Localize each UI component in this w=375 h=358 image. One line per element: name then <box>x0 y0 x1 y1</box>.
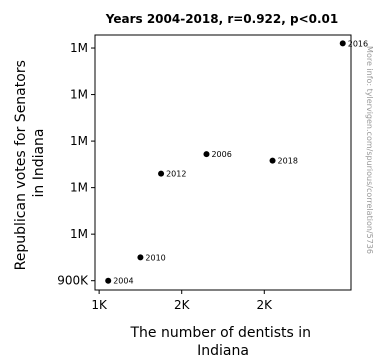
y-tick-label: 1M <box>70 134 88 148</box>
x-axis-label-line-2: Indiana <box>197 343 249 358</box>
x-axis-label-line-1: The number of dentists in <box>129 325 311 341</box>
chart-title: Years 2004-2018, r=0.922, p<0.01 <box>105 12 339 26</box>
x-tick-label: 2K <box>257 298 274 312</box>
x-tick-label: 2K <box>174 298 191 312</box>
data-point-label: 2010 <box>145 253 165 262</box>
data-point <box>158 170 165 177</box>
data-point <box>105 277 112 284</box>
y-axis-label: Republican votes for Senators in Indiana <box>13 56 47 271</box>
data-point-label: 2006 <box>211 150 231 159</box>
x-axis-label: The number of dentists in Indiana <box>129 325 315 358</box>
data-point-label: 2016 <box>348 39 368 48</box>
y-axis: 900K 1M 1M 1M 1M 1M <box>57 41 95 288</box>
y-axis-label-line-2: in Indiana <box>31 128 47 197</box>
data-point <box>203 151 210 158</box>
data-point-label: 2012 <box>166 170 186 179</box>
y-tick-label: 1M <box>70 227 88 241</box>
y-tick-label: 1M <box>70 41 88 55</box>
data-points: 2004 2010 2012 2006 2018 2016 <box>105 39 368 286</box>
data-point <box>339 40 346 47</box>
y-tick-label: 1M <box>70 88 88 102</box>
x-axis: 1K 2K 2K <box>91 290 273 312</box>
y-tick-label: 900K <box>57 274 89 288</box>
x-tick-label: 1K <box>91 298 108 312</box>
data-point-label: 2004 <box>113 277 133 286</box>
data-point-label: 2018 <box>278 157 298 166</box>
y-tick-label: 1M <box>70 181 88 195</box>
data-point <box>137 254 144 261</box>
y-axis-label-line-1: Republican votes for Senators <box>13 60 29 270</box>
data-point <box>269 157 276 164</box>
source-note: More info: tylervigen.com/spurious/corre… <box>365 46 374 254</box>
plot-area <box>94 34 352 291</box>
